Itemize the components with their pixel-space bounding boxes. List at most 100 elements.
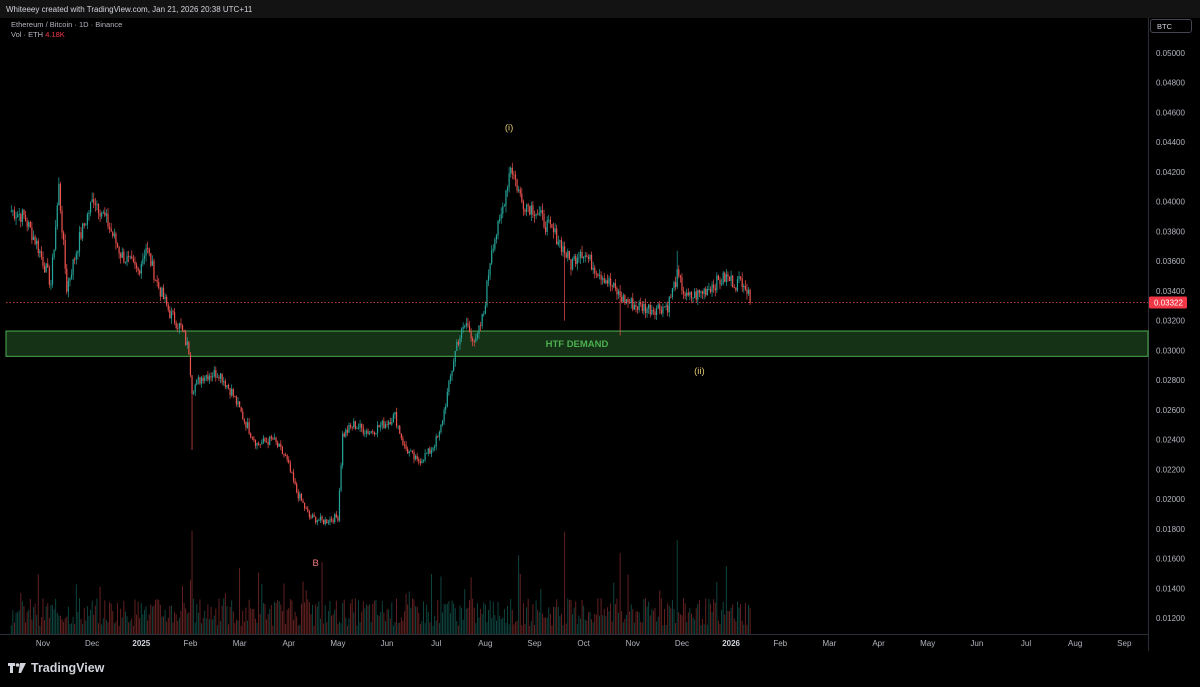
candle-body xyxy=(183,330,185,333)
volume-bar xyxy=(12,610,14,634)
volume-bar xyxy=(416,606,418,634)
volume-bar xyxy=(128,622,130,634)
candle-body xyxy=(67,281,69,292)
candle-body xyxy=(727,274,729,277)
volume-bar xyxy=(207,604,209,634)
candle-body xyxy=(229,388,231,396)
volume-bar xyxy=(378,615,380,634)
volume-bar xyxy=(411,598,413,634)
wave-label: (ii) xyxy=(694,366,705,377)
volume-bar xyxy=(170,605,172,634)
candle-body xyxy=(284,455,287,457)
volume-bar xyxy=(534,625,535,634)
candle-body xyxy=(407,448,409,454)
x-tick-label: Feb xyxy=(773,639,787,648)
candle-body xyxy=(234,396,236,397)
volume-bar xyxy=(551,625,553,634)
volume-bar xyxy=(708,599,710,634)
volume-bar xyxy=(430,574,432,634)
candle-body xyxy=(510,167,512,174)
volume-bar xyxy=(15,612,17,634)
candle-body xyxy=(479,325,482,327)
volume-bar xyxy=(635,611,637,634)
volume-bar xyxy=(107,622,109,634)
volume-bar xyxy=(113,623,115,634)
volume-bar xyxy=(216,625,218,634)
volume-bar xyxy=(692,617,694,634)
volume-bar xyxy=(529,625,531,634)
candle-body xyxy=(483,313,485,315)
candle-body xyxy=(616,288,618,295)
volume-bar xyxy=(175,614,177,634)
volume-bar xyxy=(749,608,751,634)
chart-area[interactable]: HTF DEMAND (i) (ii) B 0.05000 0.04800 0.04600 0… xyxy=(0,0,1200,651)
volume-bar xyxy=(307,599,309,634)
volume-bar xyxy=(586,620,588,634)
currency-scale-button[interactable]: BTC xyxy=(1150,19,1192,33)
candle-body xyxy=(438,432,440,437)
volume-bar xyxy=(543,617,545,634)
candle-body xyxy=(13,210,16,219)
volume-bar xyxy=(310,614,312,634)
candle-body xyxy=(636,306,639,310)
candle-body xyxy=(281,446,284,454)
candle-body xyxy=(457,342,459,345)
candle-body xyxy=(725,274,727,283)
volume-bar xyxy=(283,583,285,634)
volume-bar xyxy=(511,610,513,634)
candle-body xyxy=(243,419,245,422)
volume-bar xyxy=(204,610,206,634)
volume-bar xyxy=(400,617,402,634)
volume-bar xyxy=(66,616,68,634)
volume-bar xyxy=(659,590,661,634)
volume-bar xyxy=(293,619,294,634)
volume-bar xyxy=(538,612,540,634)
volume-bar xyxy=(324,605,326,634)
candle-body xyxy=(597,274,599,276)
candle-body xyxy=(17,214,19,218)
volume-bar xyxy=(185,608,187,634)
candle-body xyxy=(728,276,731,281)
volume-bar xyxy=(589,611,591,634)
x-tick-label: Sep xyxy=(527,639,542,648)
candle-body xyxy=(135,264,138,268)
volume-bar xyxy=(454,608,456,634)
candle-body xyxy=(28,222,30,227)
tradingview-logo[interactable]: TradingView xyxy=(8,661,104,675)
volume-bar xyxy=(226,606,228,634)
candle-body xyxy=(116,243,119,248)
volume-bar xyxy=(361,611,363,634)
candle-body xyxy=(579,251,582,258)
candle-body xyxy=(113,233,115,237)
volume-bar xyxy=(164,610,166,634)
y-tick-label: 0.04800 xyxy=(1156,79,1185,88)
candle-body xyxy=(39,251,41,254)
candle-body xyxy=(668,296,670,313)
candle-body xyxy=(690,292,693,298)
volume-bar xyxy=(313,625,315,634)
volume-bar xyxy=(354,598,356,634)
candle-body xyxy=(629,302,631,304)
candle-body xyxy=(489,263,491,276)
candle-body xyxy=(403,444,406,446)
volume-bar xyxy=(448,601,450,634)
y-tick-label: 0.03600 xyxy=(1156,257,1185,266)
volume-bar xyxy=(461,608,463,634)
candle-body xyxy=(50,284,52,286)
volume-bar xyxy=(90,609,92,634)
candle-body xyxy=(348,424,350,433)
volume-bar xyxy=(71,623,72,634)
candle-body xyxy=(657,304,659,309)
candle-body xyxy=(346,429,349,433)
volume-bar xyxy=(372,603,374,634)
volume-bar xyxy=(691,613,692,634)
volume-bar xyxy=(194,622,196,634)
candle-body xyxy=(594,267,596,274)
candle-body xyxy=(667,305,669,313)
candle-body xyxy=(451,370,453,377)
candle-body xyxy=(91,199,93,203)
candle-body xyxy=(51,257,54,285)
candle-body xyxy=(154,280,157,281)
volume-bar xyxy=(397,622,399,634)
volume-bar xyxy=(484,604,486,634)
